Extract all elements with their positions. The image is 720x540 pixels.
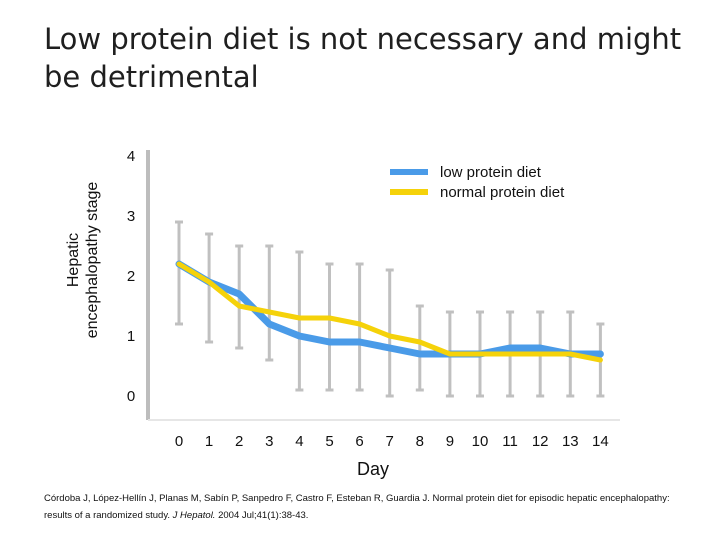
x-tick-label: 4 [295, 433, 303, 450]
y-tick-label: 4 [127, 148, 135, 165]
error-bar [385, 268, 394, 398]
x-tick-label: 5 [325, 433, 333, 450]
x-tick-label: 1 [205, 433, 213, 450]
error-bar [265, 244, 274, 362]
error-bar [355, 262, 364, 392]
slide-title: Low protein diet is not necessary and mi… [44, 22, 682, 94]
y-tick-labels: 0 1 2 3 4 [127, 148, 135, 405]
x-tick-label: 6 [355, 433, 363, 450]
x-tick-label: 9 [446, 433, 454, 450]
x-axis-label: Day [357, 459, 389, 479]
x-tick-label: 14 [592, 433, 609, 450]
error-bar [205, 232, 214, 344]
series-lines [175, 260, 604, 363]
y-axis-label: Hepatic encephalopathy stage [65, 182, 101, 339]
x-tick-label: 8 [416, 433, 424, 450]
citation-journal: J Hepatol. [172, 510, 216, 521]
y-tick-label: 3 [127, 208, 135, 225]
error-bar [175, 220, 183, 326]
citation: Córdoba J, López-Hellín J, Planas M, Sab… [44, 490, 684, 524]
x-tick-label: 3 [265, 433, 273, 450]
x-tick-label: 12 [532, 433, 549, 450]
error-bar [295, 250, 304, 392]
y-tick-label: 2 [127, 268, 135, 285]
citation-authors: Córdoba J, López-Hellín J, Planas M, Sab… [44, 493, 670, 521]
y-tick-label: 1 [127, 328, 135, 345]
chart-legend: low protein diet normal protein diet [390, 164, 565, 201]
error-bars [175, 220, 605, 398]
citation-details: 2004 Jul;41(1):38-43. [218, 510, 309, 521]
x-tick-label: 0 [175, 433, 183, 450]
chart-axes [146, 150, 620, 421]
x-tick-label: 13 [562, 433, 579, 450]
legend-label: normal protein diet [440, 184, 565, 201]
x-tick-labels: 0 1 2 3 4 5 6 7 8 9 10 11 12 13 14 [175, 433, 609, 450]
y-tick-label: 0 [127, 388, 135, 405]
x-tick-label: 7 [386, 433, 394, 450]
error-bar [415, 304, 424, 392]
x-tick-label: 2 [235, 433, 243, 450]
series-line-normal-protein [176, 261, 603, 363]
legend-label: low protein diet [440, 164, 542, 181]
x-tick-label: 11 [502, 433, 518, 450]
x-tick-label: 10 [472, 433, 489, 450]
error-bar [325, 262, 334, 392]
series-line-low-protein [175, 260, 604, 358]
